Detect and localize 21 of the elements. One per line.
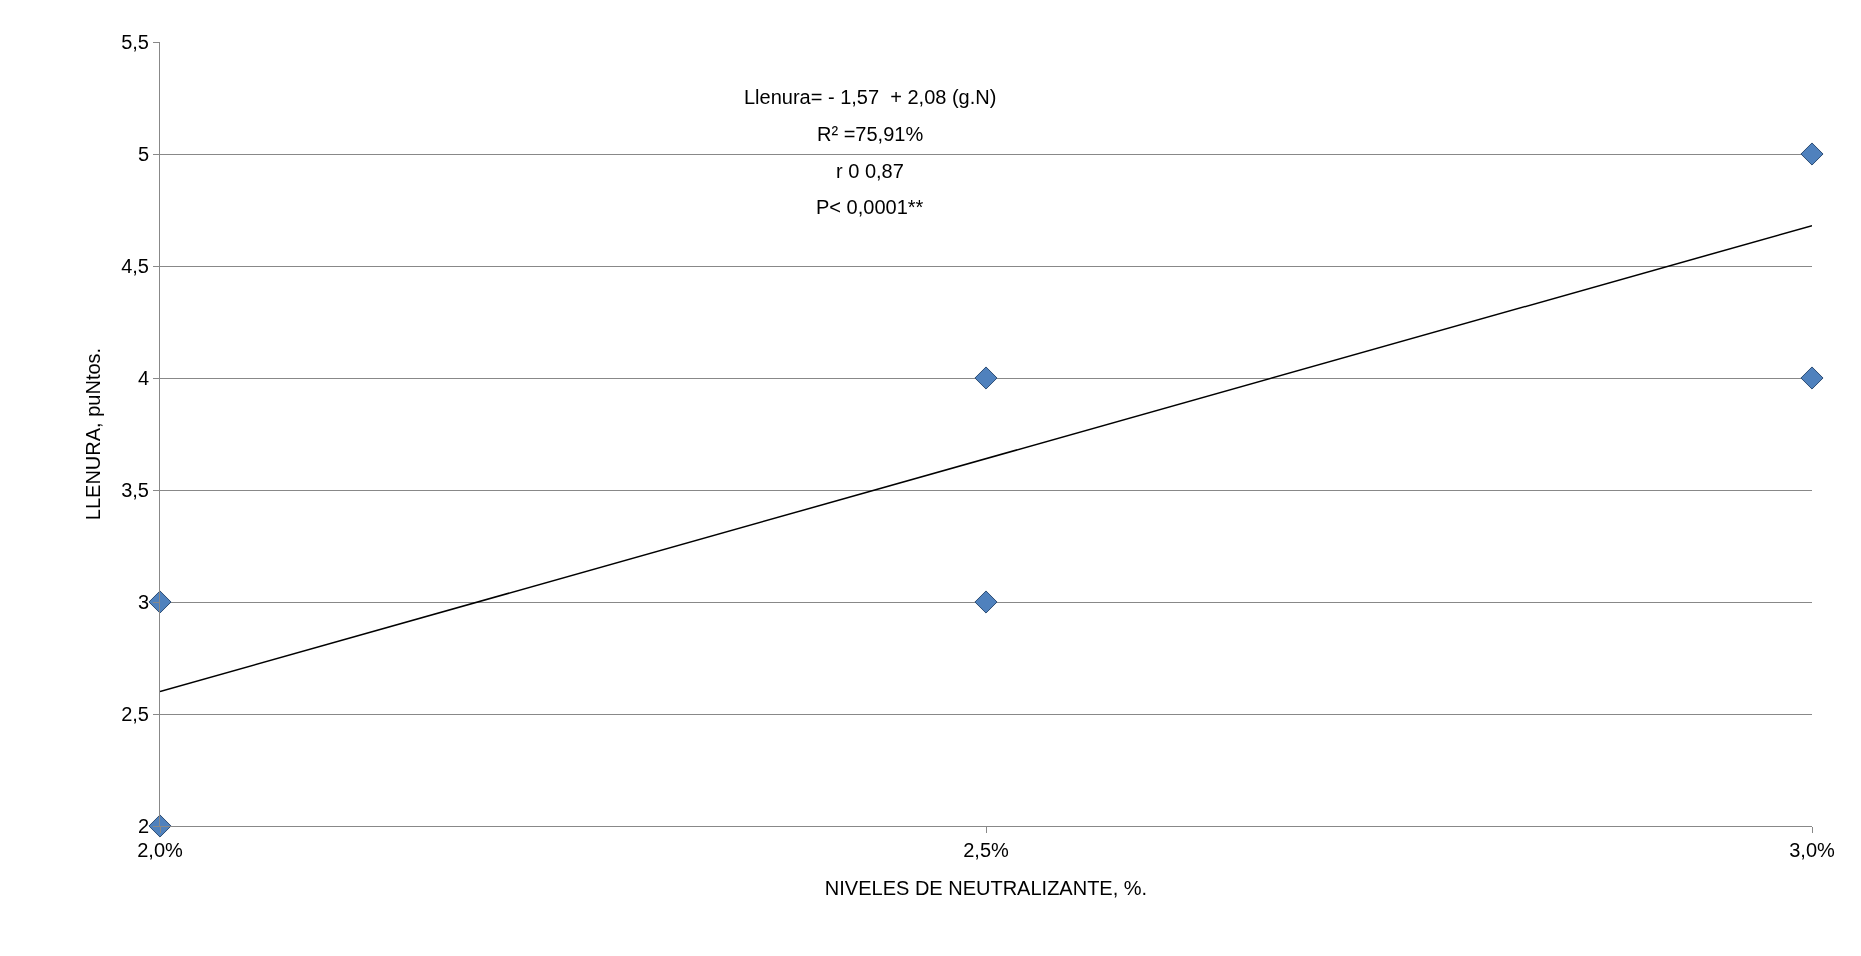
point [1800, 142, 1824, 166]
x-tick-label: 2,5% [963, 839, 1010, 861]
x-tick-label: 3,0% [1789, 839, 1836, 861]
y-tick-label: 4 [137, 367, 149, 389]
point [974, 590, 998, 614]
y-tick-label: 2,5 [121, 703, 149, 725]
y-tick-label: 3,5 [121, 479, 149, 501]
y-tick-label: 4,5 [121, 255, 149, 277]
y-axis-title: LLENURA, puNtos. [81, 347, 104, 521]
x-tick-label: 2,0% [137, 839, 184, 861]
y-tick-label: 2 [137, 815, 149, 837]
annotation: R² =75,91% [817, 123, 924, 145]
point [1800, 366, 1824, 390]
x-axis-title: NIVELES DE NEUTRALIZANTE, %. [824, 876, 1148, 899]
point [974, 366, 998, 390]
y-tick-label: 5,5 [121, 31, 149, 53]
y-tick-label: 5 [137, 143, 149, 165]
annotation: r 0 0,87 [836, 160, 904, 182]
y-tick-label: 3 [137, 591, 149, 613]
annotation: P< 0,0001** [816, 196, 924, 218]
annotation: Llenura= - 1,57 + 2,08 (g.N) [744, 86, 997, 108]
